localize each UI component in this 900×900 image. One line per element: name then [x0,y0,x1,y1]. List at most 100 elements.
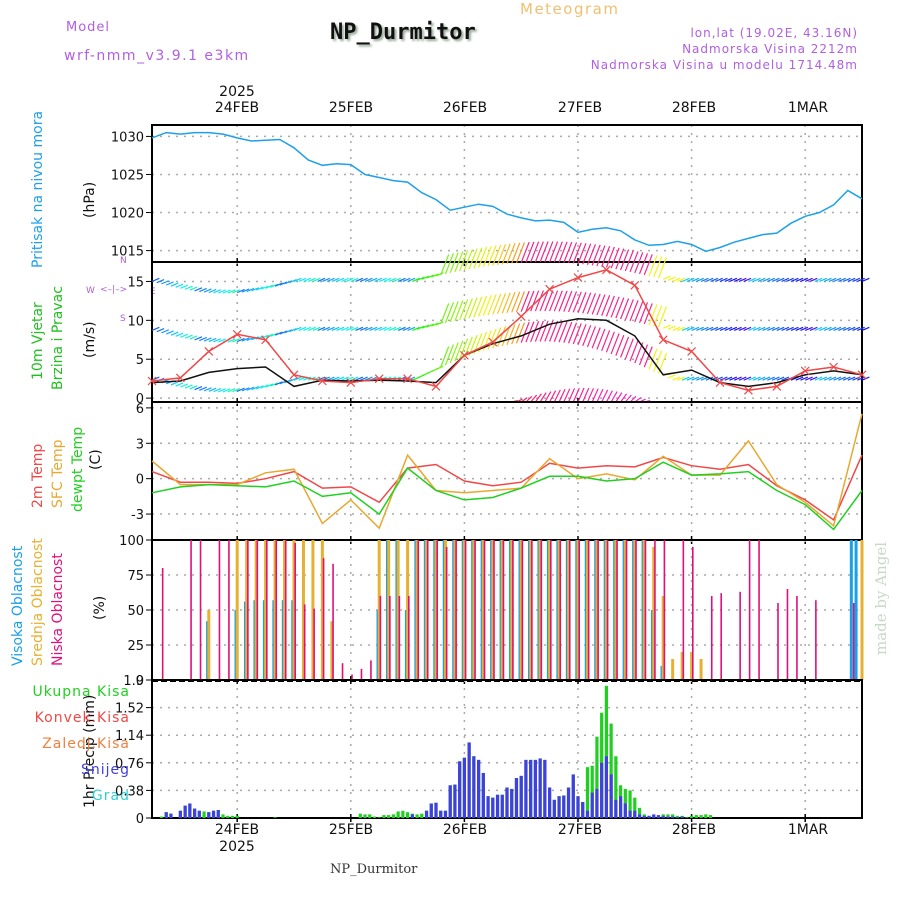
wind-arrow [601,246,611,267]
wind-arrow [360,277,368,282]
wind-arrow [549,290,559,312]
bar-snijeg [193,808,197,818]
wind-arrow [355,277,364,282]
bar-ukupna-kisa [633,797,637,818]
wind-arrow [842,277,851,282]
wind-arrow [767,376,775,381]
wind-arrow [203,387,212,392]
bar-niska-oblacnost [379,596,382,680]
bar-srednja-oblacnost [472,540,476,680]
wind-arrow [530,394,538,403]
wind-arrow [662,324,671,329]
wind-arrow [506,292,516,313]
bar-srednja-oblacnost [529,540,533,680]
bar-niska-oblacnost [502,540,505,680]
bar-visoka-oblacnost [854,540,858,680]
top-day-label: 27FEB [557,100,603,116]
wind-arrow [199,287,207,293]
wind-arrow [752,376,761,381]
wind-arrow [402,277,411,282]
wind-arrow [331,326,340,331]
wind-arrow [610,333,620,355]
wind-arrow [459,250,469,272]
bar-niska-oblacnost [597,540,599,680]
wind-arrow [781,277,790,282]
bar-ukupna-kisa [708,815,713,818]
bar-ukupna-kisa [704,814,708,818]
gust-marker [658,335,668,345]
wind-arrow [738,326,747,331]
wind-arrow [194,385,203,391]
bar-snijeg [491,797,495,818]
footer-station: NP_Durmitor [330,862,418,877]
wind-arrow [563,388,571,403]
bar-snijeg [543,759,547,818]
wind-arrow [586,326,596,348]
wind-arrow [251,287,260,292]
wind-arrow [426,274,435,279]
bar-srednja-oblacnost [406,540,410,680]
bar-snijeg [481,772,485,818]
wind-arrow [416,276,425,281]
wind-arrow [255,385,264,390]
bar-snijeg [656,815,661,818]
bar-snijeg [571,774,575,818]
bar-ukupna-kisa [387,815,391,818]
wind-arrow [809,277,818,282]
wind-arrow [345,326,354,331]
bar-srednja-oblacnost [860,540,864,680]
gust-marker [857,370,867,380]
wind-arrow [515,322,525,344]
wind-arrow [719,277,728,282]
bar-niska-oblacnost [275,540,278,680]
wind-arrow [184,334,193,339]
bar-ukupna-kisa [609,723,613,818]
bar-niska-oblacnost [426,540,429,680]
wind-arrow [539,392,547,403]
bar-srednja-oblacnost [652,547,656,680]
wind-arrow [364,376,373,381]
wind-arrow [629,251,639,273]
wind-arrow [624,338,634,360]
bar-ukupna-kisa [406,812,410,818]
wind-arrow [251,385,260,391]
panel-frame [151,124,863,263]
wind-arrow [591,327,601,349]
bar-ukupna-kisa [372,816,377,818]
wind-arrow [151,326,160,331]
wind-arrow [610,247,620,269]
bar-snijeg [633,810,637,818]
gust-marker [261,335,271,345]
wind-arrow [180,284,189,289]
bar-snijeg [533,759,537,818]
gust-marker [232,329,242,339]
y-tick-label: 75 [127,569,144,584]
wind-arrow [691,277,700,282]
wind-arrow [463,249,473,271]
wind-arrow [648,304,658,326]
y-tick-label: 1020 [111,207,144,222]
wind-arrow [454,300,464,322]
wind-arrow [771,277,780,282]
gust-marker [459,350,469,360]
wind-arrow [449,301,459,323]
wind-arrow [586,244,596,266]
bar-niska-oblacnost [445,547,448,680]
bar-ukupna-kisa [159,816,164,818]
wind-arrow [615,392,623,403]
wind-arrow [833,376,842,381]
wind-arrow [733,326,742,331]
wind-arrow [170,331,179,336]
wind-arrow [596,294,606,316]
y-tick-label: 0 [136,812,144,827]
wind-arrow [487,294,497,316]
wind-arrow [506,324,516,346]
wind-arrow [298,326,307,331]
bar-niska-oblacnost [294,542,296,680]
wind-arrow [203,288,212,293]
wind-arrow [539,290,549,312]
wind-arrow [729,326,738,331]
wind-arrow [534,320,544,342]
legend-total-rain: Ukupna Kisa [32,684,130,700]
bar-snijeg [183,805,187,818]
